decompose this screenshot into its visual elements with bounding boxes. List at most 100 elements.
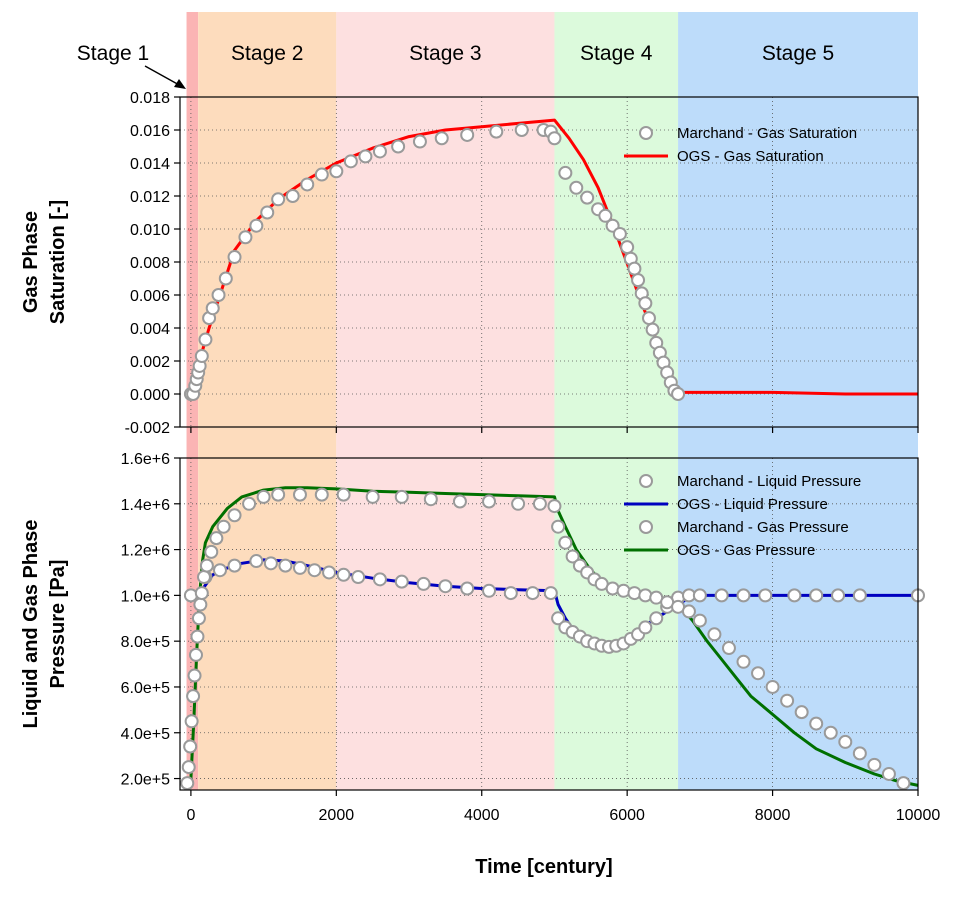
bottom-series-point-2 — [452, 494, 467, 509]
bottom-series-point-0 — [758, 588, 773, 603]
bottom-series-point-0 — [714, 588, 729, 603]
bottom-series-point-2 — [180, 776, 195, 791]
top-series-point-0 — [227, 250, 242, 265]
series-bottom — [180, 486, 925, 791]
bottom-series-point-2 — [394, 489, 409, 504]
bottom-series-point-0 — [372, 572, 387, 587]
bottom-series-point-2 — [551, 519, 566, 534]
top-series-point-0 — [627, 261, 642, 276]
bottom-series-point-2 — [482, 494, 497, 509]
bottom-series-point-2 — [365, 489, 380, 504]
top-ytick-label: 0.004 — [130, 321, 170, 338]
bottom-series-point-0 — [336, 567, 351, 582]
stage-label-1: Stage 1 — [77, 42, 149, 65]
bottom-series-point-2 — [196, 570, 211, 585]
top-series-point-0 — [641, 311, 656, 326]
top-legend-marker-0 — [639, 126, 653, 140]
bottom-series-line-3 — [185, 486, 919, 791]
bottom-series-point-2 — [721, 641, 736, 656]
bottom-series-point-2 — [194, 586, 209, 601]
top-series-point-0 — [569, 180, 584, 195]
top-series-point-0 — [638, 296, 653, 311]
bottom-series-point-2 — [809, 716, 824, 731]
bottom-xtick-label: 0 — [186, 807, 195, 824]
bottom-series-point-2 — [204, 544, 219, 559]
top-series-point-0 — [211, 288, 226, 302]
bottom-series-point-0 — [736, 588, 751, 603]
stage-label-2: Stage 2 — [231, 42, 303, 65]
bottom-series-point-2 — [336, 487, 351, 502]
stage1-arrowhead — [174, 79, 186, 89]
bottom-series-point-0 — [809, 588, 824, 603]
top-ytick-label: 0.016 — [130, 123, 170, 140]
bottom-series-point-0 — [831, 588, 846, 603]
top-legend-label-0: Marchand - Gas Saturation — [677, 125, 857, 142]
top-series-point-0 — [249, 218, 264, 233]
top-series-point-0 — [205, 301, 220, 316]
bottom-series-point-0 — [551, 611, 566, 626]
top-ylabel-line-2: Saturation [-] — [47, 200, 69, 324]
top-series-point-0 — [558, 165, 573, 180]
bottom-xtick-label: 10000 — [896, 807, 941, 824]
top-series-point-0 — [238, 230, 253, 245]
bottom-series-point-0 — [460, 581, 475, 596]
bottom-series-point-0 — [263, 556, 278, 571]
bottom-xtick-label: 4000 — [464, 807, 500, 824]
labels: Stage 1 Stage 2 Stage 3 Stage 4 Stage 5 Gas P… — [20, 42, 834, 878]
bottom-series-point-2 — [896, 776, 911, 791]
bottom-series-point-2 — [209, 531, 224, 546]
bottom-series-point-2 — [186, 689, 201, 704]
bottom-series-point-2 — [736, 654, 751, 669]
top-ytick-label: 0.010 — [130, 222, 170, 239]
top-series-point-0 — [343, 154, 358, 169]
bottom-series-point-2 — [184, 714, 199, 729]
bottom-series-point-2 — [188, 647, 203, 662]
top-series-point-0 — [612, 226, 627, 241]
bottom-series-point-2 — [881, 766, 896, 781]
bottom-series-point-0 — [692, 588, 707, 603]
bottom-xtick-label: 6000 — [609, 807, 645, 824]
bottom-series-point-0 — [649, 611, 664, 626]
bottom-series-point-2 — [187, 668, 202, 683]
bottom-series-point-0 — [249, 554, 264, 569]
top-ytick-label: 0.012 — [130, 189, 170, 206]
bottom-legend-marker-0 — [639, 474, 653, 488]
top-series-point-0 — [412, 134, 427, 149]
bottom-series-point-2 — [867, 757, 882, 772]
bottom-series-point-2 — [242, 496, 257, 511]
top-series-point-0 — [514, 123, 529, 137]
top-series-point-0 — [631, 273, 646, 288]
top-series-point-0 — [645, 322, 660, 337]
bottom-series-point-2 — [256, 489, 271, 504]
bottom-series-point-2 — [565, 549, 580, 564]
bottom-plot-frame — [179, 457, 919, 791]
top-ytick-label: 0.018 — [130, 90, 170, 107]
bottom-series-point-0 — [543, 586, 558, 601]
bottom-ytick-label: 2.0e+5 — [121, 772, 170, 789]
top-ytick-label: 0.002 — [130, 354, 170, 371]
bottom-series-point-2 — [707, 627, 722, 642]
bottom-series-point-2 — [181, 760, 196, 775]
top-series-point-0 — [198, 332, 213, 347]
bottom-series-point-2 — [532, 496, 547, 511]
bottom-xtick-label: 8000 — [755, 807, 791, 824]
top-series-point-0 — [218, 271, 233, 286]
bottom-legend-label-1: OGS - Liquid Pressure — [677, 496, 828, 513]
bottom-ytick-label: 4.0e+5 — [121, 726, 170, 743]
stage1-arrow — [144, 65, 182, 87]
bottom-series-point-0 — [416, 576, 431, 591]
bottom-series-point-2 — [191, 611, 206, 626]
bottom-series-point-2 — [193, 597, 208, 612]
bottom-series-point-0 — [278, 558, 293, 573]
bottom-series-point-2 — [199, 558, 214, 573]
bottom-xtick-label: 2000 — [319, 807, 355, 824]
bottom-series-point-2 — [852, 746, 867, 761]
top-series-point-0 — [260, 205, 275, 220]
bottom-series-point-0 — [638, 620, 653, 635]
stage-band-4 — [554, 12, 679, 790]
stage-band-5 — [678, 12, 918, 790]
bottom-series-point-2 — [751, 666, 766, 681]
top-ytick-label: 0.000 — [130, 387, 170, 404]
bottom-series-point-0 — [438, 579, 453, 594]
